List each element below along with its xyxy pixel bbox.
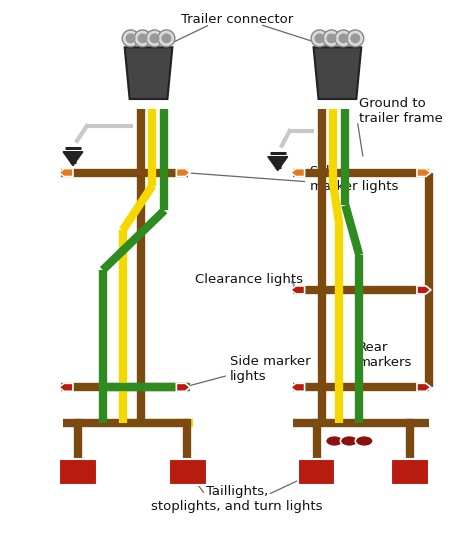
Circle shape: [137, 34, 147, 43]
Text: Rear
markers: Rear markers: [357, 340, 411, 368]
Circle shape: [146, 30, 163, 47]
Circle shape: [335, 30, 352, 47]
Polygon shape: [125, 47, 173, 99]
Circle shape: [126, 34, 136, 43]
Polygon shape: [59, 169, 73, 176]
Text: Side
marker lights: Side marker lights: [310, 164, 398, 193]
Text: Taillights,
stoplights, and turn lights: Taillights, stoplights, and turn lights: [151, 485, 323, 513]
Circle shape: [327, 34, 337, 43]
FancyBboxPatch shape: [169, 459, 207, 485]
Polygon shape: [417, 384, 431, 391]
Text: Side marker
lights: Side marker lights: [230, 355, 310, 384]
Ellipse shape: [356, 436, 373, 446]
Polygon shape: [291, 169, 305, 176]
Polygon shape: [417, 169, 431, 176]
Circle shape: [338, 34, 348, 43]
FancyBboxPatch shape: [59, 459, 97, 485]
Polygon shape: [291, 384, 305, 391]
Polygon shape: [417, 286, 431, 294]
Polygon shape: [176, 169, 190, 176]
Polygon shape: [176, 384, 190, 391]
Ellipse shape: [340, 436, 358, 446]
Circle shape: [158, 30, 175, 47]
FancyBboxPatch shape: [298, 459, 336, 485]
Circle shape: [122, 30, 139, 47]
Text: Trailer connector: Trailer connector: [181, 13, 293, 26]
Text: Clearance lights: Clearance lights: [195, 273, 303, 286]
Ellipse shape: [326, 436, 343, 446]
FancyBboxPatch shape: [391, 459, 429, 485]
Text: Ground to
trailer frame: Ground to trailer frame: [359, 97, 443, 125]
Polygon shape: [313, 47, 361, 99]
Circle shape: [134, 30, 151, 47]
Circle shape: [311, 30, 328, 47]
Circle shape: [315, 34, 325, 43]
Polygon shape: [59, 384, 73, 391]
Circle shape: [347, 30, 364, 47]
Circle shape: [162, 34, 172, 43]
Polygon shape: [268, 157, 288, 170]
Circle shape: [149, 34, 159, 43]
Circle shape: [323, 30, 340, 47]
Circle shape: [350, 34, 360, 43]
Polygon shape: [291, 286, 305, 294]
Polygon shape: [63, 151, 83, 166]
